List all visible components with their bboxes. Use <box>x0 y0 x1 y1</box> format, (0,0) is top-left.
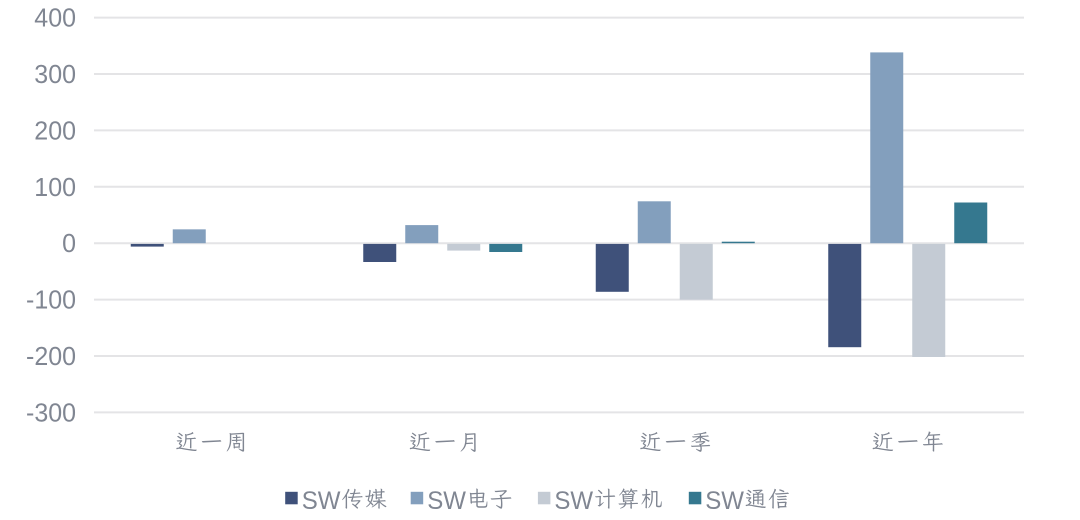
svg-text:-200: -200 <box>26 341 76 371</box>
svg-text:200: 200 <box>34 115 76 145</box>
svg-text:-100: -100 <box>26 285 76 315</box>
svg-text:100: 100 <box>34 172 76 202</box>
svg-text:SW: SW <box>554 487 593 515</box>
svg-text:SW: SW <box>705 487 744 515</box>
svg-text:SW: SW <box>302 487 341 515</box>
svg-text:300: 300 <box>34 59 76 89</box>
svg-text:SW: SW <box>427 487 466 515</box>
svg-text:-300: -300 <box>26 397 76 427</box>
svg-text:400: 400 <box>34 3 76 33</box>
svg-text:0: 0 <box>62 228 76 258</box>
